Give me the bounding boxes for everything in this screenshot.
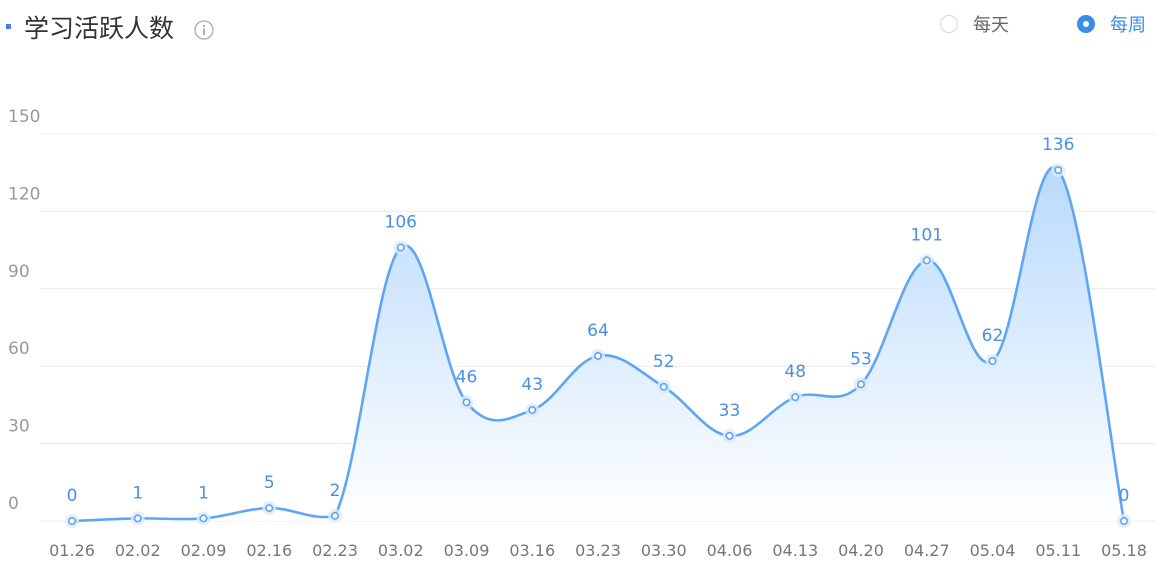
y-tick-label: 150 — [8, 107, 40, 127]
data-point — [330, 511, 339, 520]
data-label: 5 — [264, 473, 275, 493]
chart-header: 学习活跃人数 — [0, 0, 1164, 60]
data-label: 1 — [198, 483, 209, 503]
data-label: 2 — [330, 481, 341, 501]
data-point — [133, 514, 142, 523]
data-point — [265, 504, 274, 513]
radio-weekly-circle[interactable] — [1077, 15, 1095, 33]
y-tick-label: 0 — [8, 494, 19, 514]
data-label: 0 — [67, 486, 78, 506]
data-label: 46 — [456, 367, 478, 387]
data-label: 62 — [982, 326, 1004, 346]
data-point — [528, 406, 537, 415]
data-point — [791, 393, 800, 402]
data-label: 0 — [1119, 486, 1130, 506]
y-tick-label: 120 — [8, 184, 40, 204]
data-label: 64 — [587, 321, 609, 341]
data-point — [1120, 516, 1129, 525]
x-tick-label: 04.06 — [707, 541, 753, 560]
data-label: 52 — [653, 352, 675, 372]
data-label: 136 — [1042, 135, 1074, 155]
x-tick-label: 02.09 — [181, 541, 227, 560]
x-tick-label: 02.02 — [115, 541, 161, 560]
radio-daily[interactable]: 每天 — [940, 11, 1009, 37]
data-point — [856, 380, 865, 389]
x-tick-label: 05.18 — [1101, 541, 1147, 560]
data-label: 101 — [911, 225, 943, 245]
radio-weekly-label[interactable]: 每周 — [1110, 15, 1146, 36]
y-tick-label: 90 — [8, 262, 30, 282]
data-label: 43 — [521, 375, 543, 395]
radio-daily-circle[interactable] — [940, 15, 958, 33]
data-point — [396, 243, 405, 252]
title-marker — [6, 24, 11, 29]
data-point — [199, 514, 208, 523]
data-point — [922, 256, 931, 265]
x-tick-label: 02.16 — [246, 541, 292, 560]
data-point — [462, 398, 471, 407]
data-point — [988, 357, 997, 366]
y-tick-label: 60 — [8, 339, 30, 359]
radio-weekly[interactable]: 每周 — [1077, 11, 1146, 37]
radio-daily-label[interactable]: 每天 — [973, 15, 1009, 36]
x-tick-label: 03.30 — [641, 541, 687, 560]
data-label: 1 — [132, 483, 143, 503]
x-tick-label: 03.16 — [509, 541, 555, 560]
data-label: 106 — [385, 213, 417, 233]
data-point — [725, 431, 734, 440]
x-tick-label: 02.23 — [312, 541, 358, 560]
chart-title: 学习活跃人数 — [24, 14, 175, 43]
x-tick-label: 03.09 — [444, 541, 490, 560]
data-point — [68, 516, 77, 525]
series-area — [72, 167, 1124, 522]
x-tick-label: 04.13 — [772, 541, 818, 560]
data-point — [659, 382, 668, 391]
x-tick-label: 04.27 — [904, 541, 950, 560]
info-circle-icon[interactable] — [194, 20, 214, 40]
x-tick-label: 01.26 — [49, 541, 95, 560]
data-label: 48 — [784, 362, 806, 382]
y-tick-label: 30 — [8, 417, 30, 437]
x-tick-label: 05.11 — [1035, 541, 1081, 560]
data-label: 33 — [719, 401, 741, 421]
x-tick-label: 03.02 — [378, 541, 424, 560]
x-tick-label: 05.04 — [970, 541, 1016, 560]
data-point — [1054, 166, 1063, 175]
x-axis: 01.26 02.02 02.09 02.16 02.23 03.02 03.09 03.16… — [49, 541, 1147, 560]
y-axis: 0 30 60 90 120 150 — [8, 107, 40, 514]
data-point — [593, 351, 602, 360]
x-tick-label: 03.23 — [575, 541, 621, 560]
series-line — [71, 166, 1126, 523]
data-label: 53 — [850, 349, 872, 369]
data-points — [65, 163, 1131, 528]
x-tick-label: 04.20 — [838, 541, 884, 560]
